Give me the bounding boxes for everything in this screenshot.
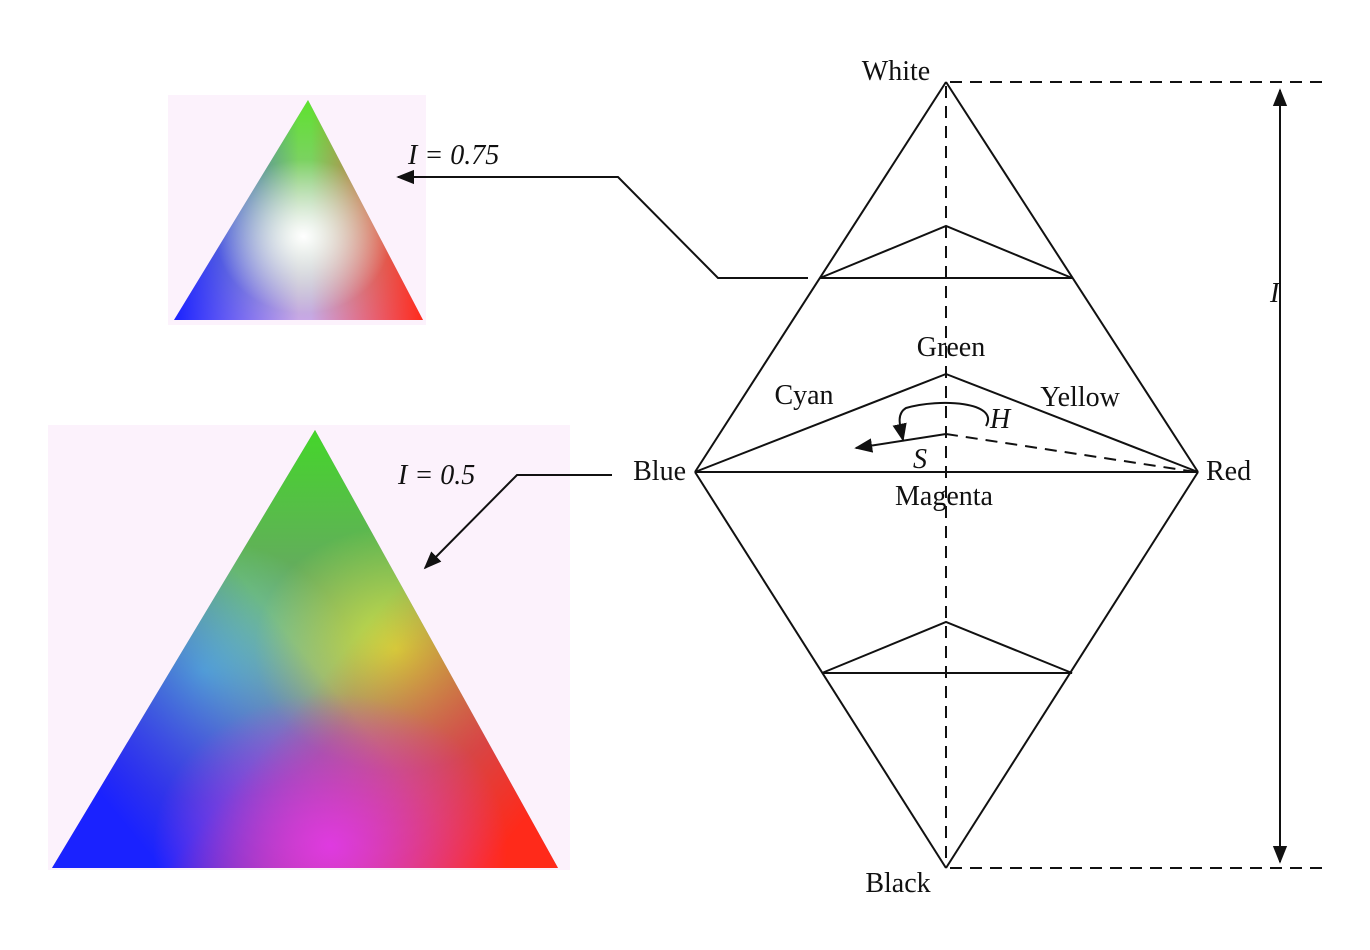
hsi-bipyramid xyxy=(694,81,1199,869)
label-hue: H xyxy=(989,404,1012,435)
label-black: Black xyxy=(865,868,930,899)
arrow-i075 xyxy=(396,169,808,279)
label-blue: Blue xyxy=(633,456,686,487)
edge-black-red xyxy=(945,471,1199,869)
label-yellow: Yellow xyxy=(1040,382,1120,413)
hue-arc xyxy=(892,401,990,442)
hue-reference-line xyxy=(945,433,1197,473)
label-cyan: Cyan xyxy=(774,380,833,411)
label-intensity-axis: I xyxy=(1269,278,1281,309)
slice-i075-triangle xyxy=(174,100,423,320)
label-slice-i075: I = 0.75 xyxy=(407,140,499,171)
slice-i050 xyxy=(48,425,570,870)
slice-i050-triangle xyxy=(52,430,558,868)
intensity-dimension xyxy=(950,81,1330,869)
label-white: White xyxy=(862,56,930,87)
saturation-vector xyxy=(854,433,947,453)
label-saturation: S xyxy=(913,444,927,475)
label-red: Red xyxy=(1206,456,1251,487)
arrow-i050 xyxy=(423,474,612,570)
edge-blue-green xyxy=(694,373,947,473)
label-green: Green xyxy=(917,332,985,363)
edge-black-blue xyxy=(694,471,947,869)
label-magenta: Magenta xyxy=(895,481,994,512)
slice-i075 xyxy=(168,95,426,325)
label-slice-i050: I = 0.5 xyxy=(397,460,475,491)
edge-green-red xyxy=(945,373,1199,473)
